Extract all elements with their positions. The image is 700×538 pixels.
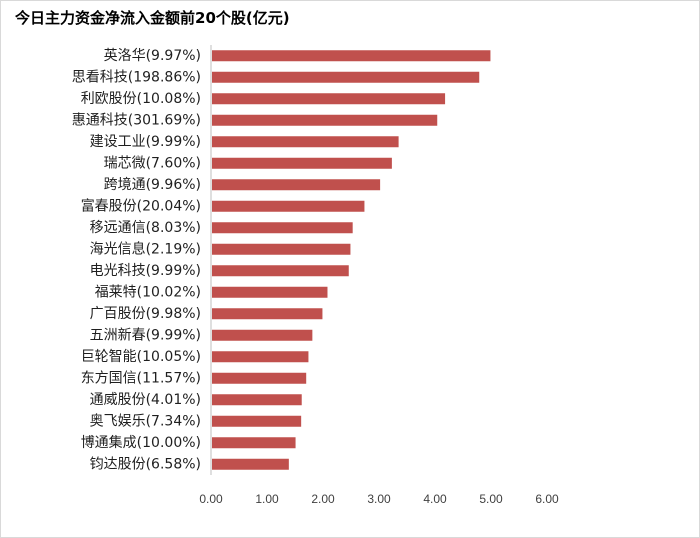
bar	[212, 50, 491, 62]
bar	[212, 114, 438, 126]
category-label: 瑞芯微(7.60%)	[104, 155, 201, 171]
category-label: 福莱特(10.02%)	[95, 284, 201, 300]
bar	[212, 136, 399, 148]
bar	[212, 157, 392, 169]
bar	[212, 372, 307, 384]
chart-title: 今日主力资金净流入金额前20个股(亿元)	[15, 9, 290, 27]
category-label: 巨轮智能(10.05%)	[81, 349, 201, 365]
category-label: 博通集成(10.00%)	[81, 434, 201, 451]
category-label: 英洛华(9.97%)	[104, 47, 201, 64]
category-label: 思看科技(198.86%)	[72, 69, 201, 85]
x-tick-label: 6.00	[535, 492, 559, 506]
category-label: 富春股份(20.04%)	[81, 197, 201, 214]
bar	[212, 71, 480, 83]
bar	[212, 265, 349, 277]
bar	[212, 200, 365, 212]
bar	[212, 179, 381, 191]
x-tick-label: 4.00	[423, 492, 447, 506]
bar	[212, 243, 351, 255]
category-label: 钧达股份(6.58%)	[90, 456, 201, 472]
bar	[212, 351, 309, 363]
bar	[212, 415, 302, 427]
category-label: 五洲新春(9.99%)	[90, 327, 201, 343]
bar	[212, 308, 323, 320]
x-tick-label: 1.00	[255, 492, 279, 506]
bar	[212, 394, 302, 406]
category-label: 电光科技(9.99%)	[90, 263, 201, 279]
bar	[212, 437, 296, 449]
x-tick-label: 0.00	[199, 492, 223, 506]
category-label: 通威股份(4.01%)	[90, 392, 201, 408]
category-label: 东方国信(11.57%)	[81, 370, 201, 386]
bar	[212, 458, 289, 470]
category-label: 广百股份(9.98%)	[90, 306, 201, 322]
x-tick-label: 2.00	[311, 492, 335, 506]
x-tick-label: 5.00	[479, 492, 503, 506]
category-label: 跨境通(9.96%)	[104, 177, 201, 193]
category-label: 利欧股份(10.08%)	[81, 91, 201, 107]
category-label: 建设工业(9.99%)	[90, 134, 201, 150]
bar	[212, 222, 353, 234]
bar	[212, 286, 328, 298]
category-label: 移远通信(8.03%)	[90, 220, 201, 236]
x-tick-label: 3.00	[367, 492, 391, 506]
category-label: 奥飞娱乐(7.34%)	[90, 412, 201, 429]
category-label: 海光信息(2.19%)	[90, 240, 201, 257]
bar	[212, 329, 313, 341]
category-label: 惠通科技(301.69%)	[72, 112, 201, 128]
bar	[212, 93, 446, 105]
